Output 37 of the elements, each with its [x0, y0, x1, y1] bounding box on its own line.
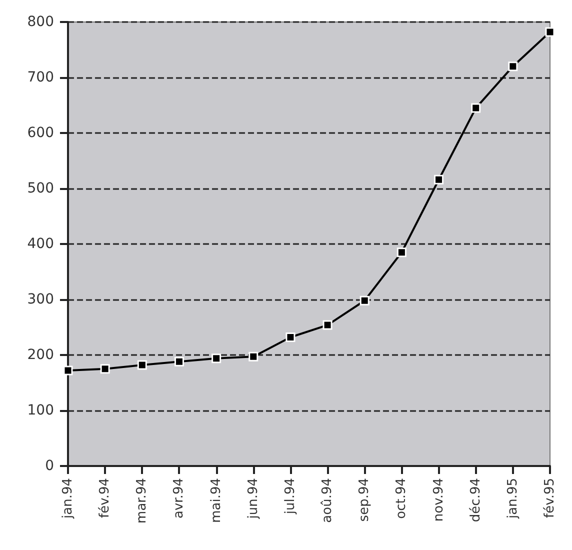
point	[322, 320, 332, 330]
x-tick-label: mai.94	[208, 478, 224, 523]
x-tick-label: mar.94	[134, 478, 150, 524]
x-tick-label: fév.94	[98, 478, 113, 518]
y-tick-label: 100	[27, 402, 54, 418]
x-tick-label: avr.94	[172, 478, 187, 518]
x-tick-label: aoû.94	[320, 478, 336, 523]
point	[360, 296, 370, 306]
point	[248, 352, 258, 362]
point	[100, 364, 110, 374]
y-tick-label: 500	[27, 180, 54, 196]
point	[212, 354, 222, 364]
y-tick-label: 0	[45, 458, 54, 474]
point	[508, 62, 518, 72]
point	[174, 356, 184, 366]
x-tick-label: déc.94	[468, 478, 484, 522]
point	[286, 332, 296, 342]
x-tick-label: jun.94	[246, 478, 261, 520]
y-tick-label: 300	[27, 292, 54, 308]
x-tick-label: jan.94	[60, 478, 76, 520]
point	[63, 366, 73, 376]
point	[434, 174, 444, 184]
y-tick-label: 400	[27, 236, 54, 252]
y-tick-label: 800	[27, 14, 54, 30]
point	[471, 103, 481, 113]
y-tick-label: 700	[27, 70, 54, 86]
x-tick-label: jul.94	[282, 478, 298, 516]
y-tick-label: 600	[27, 125, 54, 141]
point	[545, 27, 555, 37]
point	[137, 360, 147, 370]
x-tick-label: jan.95	[505, 478, 520, 520]
point	[396, 248, 406, 258]
x-tick-label: fév.95	[542, 478, 558, 518]
x-tick-label: oct.94	[394, 478, 410, 519]
x-tick-label: sep.94	[357, 478, 372, 522]
x-tick-label: nov.94	[431, 478, 446, 522]
y-tick-label: 200	[27, 347, 54, 363]
